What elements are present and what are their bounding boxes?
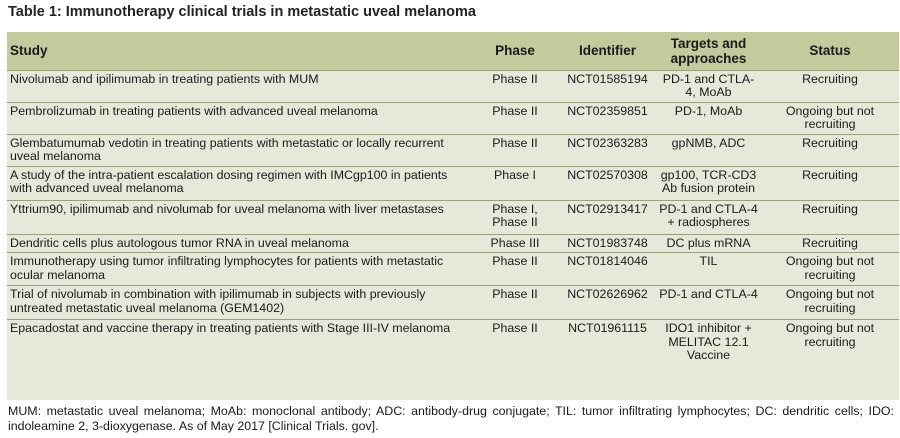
cell-study: Glembatumumab vedotin in treating patien… <box>10 135 444 163</box>
cell-identifier: NCT02359851 <box>567 103 648 118</box>
header-identifier: Identifier <box>578 43 636 59</box>
cell-study: Nivolumab and ipilimumab in treating pat… <box>10 71 319 86</box>
cell-targets: IDO1 inhibitor + MELITAC 12.1 Vaccine <box>665 321 752 362</box>
cell-targets: PD-1 and CTLA-4 + radiospheres <box>659 201 758 229</box>
cell-phase: Phase III <box>490 235 540 250</box>
cell-identifier: NCT02626962 <box>567 287 648 301</box>
trials-table-container: Study Phase Identifier Targets and appro… <box>7 32 899 400</box>
cell-identifier: NCT01983748 <box>567 235 648 250</box>
cell-targets: TIL <box>699 254 718 268</box>
cell-status: Ongoing but not recruiting <box>785 254 875 282</box>
cell-phase: Phase II <box>492 321 538 335</box>
table-row: Dendritic cells plus autologous tumor RN… <box>7 234 899 253</box>
table-row: A study of the intra-patient escalation … <box>7 166 899 200</box>
trials-table: Study Phase Identifier Targets and appro… <box>7 32 899 368</box>
cell-identifier: NCT02570308 <box>567 167 648 182</box>
cell-phase: Phase II <box>492 135 538 150</box>
cell-study: A study of the intra-patient escalation … <box>10 167 448 195</box>
table-row: Immunotherapy using tumor infiltrating l… <box>7 252 899 286</box>
cell-phase: Phase I <box>493 167 537 182</box>
table-body: Nivolumab and ipilimumab in treating pat… <box>7 70 899 368</box>
cell-targets: PD-1 and CTLA-4 <box>659 287 758 301</box>
cell-status: Ongoing but not recruiting <box>785 103 875 131</box>
cell-status: Ongoing but not recruiting <box>785 287 875 315</box>
cell-targets: DC plus mRNA <box>666 235 751 250</box>
cell-status: Recruiting <box>802 235 858 250</box>
cell-study: Trial of nivolumab in combination with i… <box>10 287 426 315</box>
header-status: Status <box>809 43 851 59</box>
cell-phase: Phase II <box>492 71 538 86</box>
cell-status: Recruiting <box>802 71 858 86</box>
cell-targets: gpNMB, ADC <box>671 135 746 150</box>
table-row: Yttrium90, ipilimumab and nivolumab for … <box>7 200 899 234</box>
table-header: Study Phase Identifier Targets and appro… <box>7 32 899 70</box>
cell-status: Recruiting <box>802 201 858 216</box>
header-row: Study Phase Identifier Targets and appro… <box>7 32 899 70</box>
table-row: Trial of nivolumab in combination with i… <box>7 285 899 320</box>
cell-study: Yttrium90, ipilimumab and nivolumab for … <box>10 201 444 216</box>
cell-phase: Phase II <box>492 254 538 268</box>
cell-identifier: NCT02363283 <box>567 135 648 150</box>
cell-phase: Phase I, Phase II <box>492 201 538 229</box>
header-targets: Targets and approaches <box>670 35 747 66</box>
cell-status: Recruiting <box>802 167 858 182</box>
cell-targets: PD-1, MoAb <box>674 103 743 118</box>
header-study: Study <box>10 43 48 59</box>
cell-study: Pembrolizumab in treating patients with … <box>10 103 378 118</box>
cell-identifier: NCT01585194 <box>567 71 648 86</box>
table-title: Table 1: Immunotherapy clinical trials i… <box>8 4 476 20</box>
cell-status: Ongoing but not recruiting <box>785 321 875 349</box>
table-row: Pembrolizumab in treating patients with … <box>7 102 899 134</box>
table-footnote: MUM: metastatic uveal melanoma; MoAb: mo… <box>8 404 894 433</box>
cell-study: Dendritic cells plus autologous tumor RN… <box>10 235 349 250</box>
table-row: Glembatumumab vedotin in treating patien… <box>7 134 899 166</box>
cell-identifier: NCT01814046 <box>567 254 648 268</box>
cell-targets: PD-1 and CTLA-4, MoAb <box>662 71 755 99</box>
cell-phase: Phase II <box>492 103 538 118</box>
table-row: Nivolumab and ipilimumab in treating pat… <box>7 70 899 102</box>
cell-identifier: NCT01961115 <box>568 321 647 335</box>
cell-study: Immunotherapy using tumor infiltrating l… <box>10 254 444 282</box>
header-phase: Phase <box>495 43 535 59</box>
cell-targets: gp100, TCR-CD3 Ab fusion protein <box>660 167 757 195</box>
cell-status: Recruiting <box>802 135 858 150</box>
cell-phase: Phase II <box>492 287 538 301</box>
cell-identifier: NCT02913417 <box>567 201 648 216</box>
cell-study: Epacadostat and vaccine therapy in treat… <box>10 321 451 335</box>
table-row: Epacadostat and vaccine therapy in treat… <box>7 319 899 368</box>
